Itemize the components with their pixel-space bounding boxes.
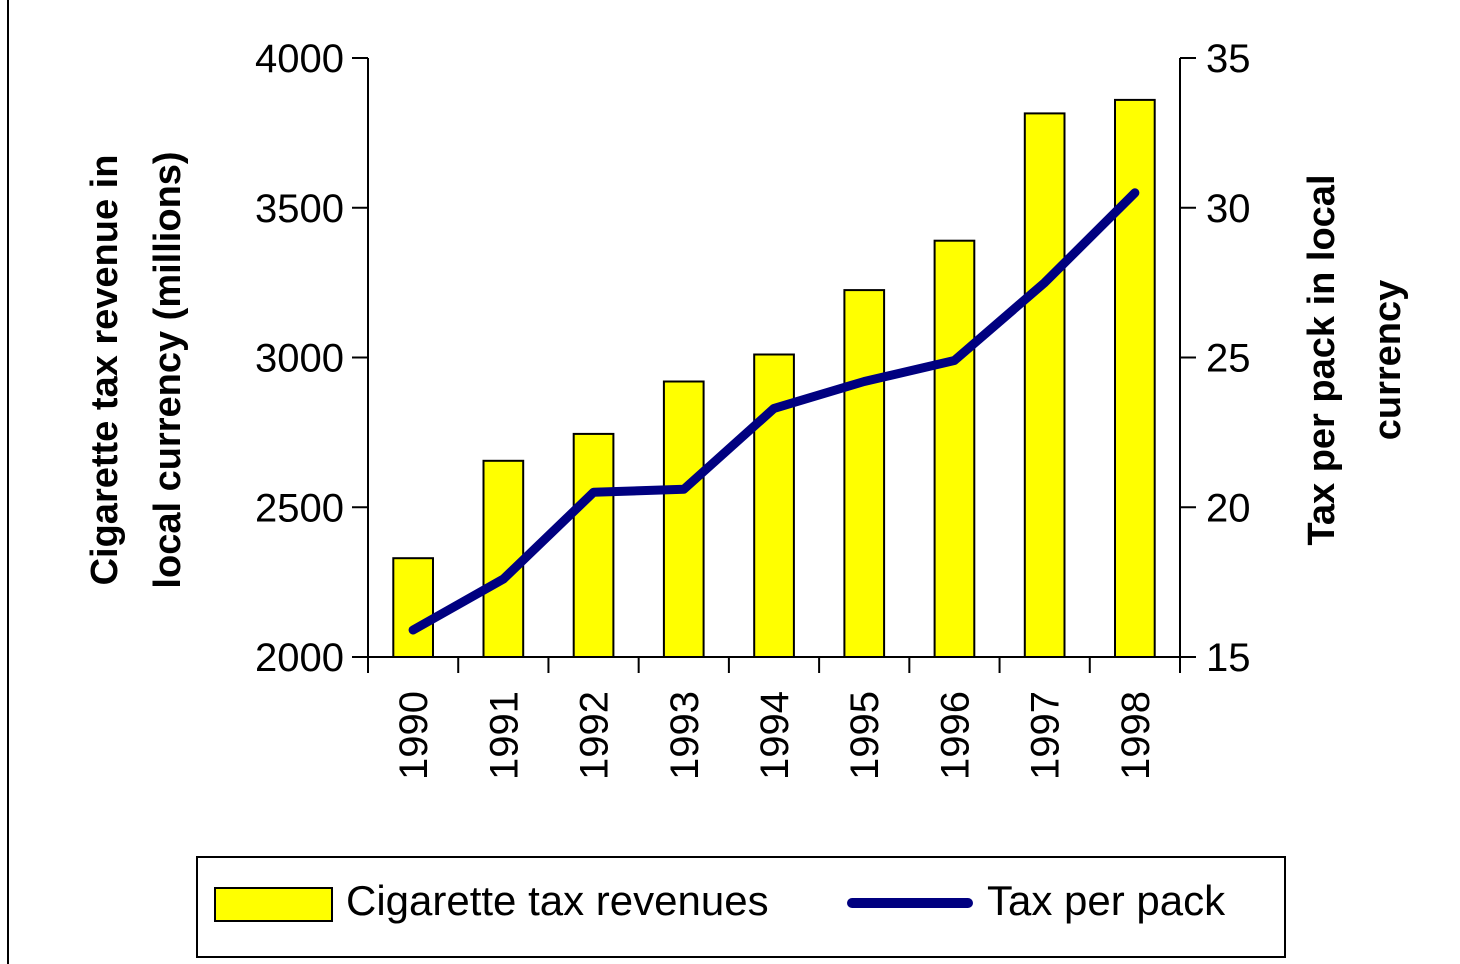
- bar-1996: [933, 239, 976, 658]
- left-axis-title-line-2: local currency (millions): [147, 151, 189, 588]
- legend-box: [196, 856, 1286, 958]
- bar-1998: [1114, 98, 1156, 658]
- right-tick-label: 15: [1206, 636, 1251, 680]
- bar-1992: [572, 432, 615, 658]
- right-axis-title-line-2: currency: [1367, 280, 1409, 441]
- bar-1997: [1023, 112, 1066, 658]
- x-tick-label: 1998: [1114, 691, 1158, 780]
- line-point-1994: [772, 406, 776, 411]
- line-point-1996: [952, 358, 957, 363]
- bar-1995: [843, 289, 886, 658]
- right-tick-label: 20: [1206, 486, 1251, 530]
- line-series: [408, 188, 1140, 635]
- bar-1991: [482, 459, 525, 658]
- left-tick-label: 4000: [255, 37, 344, 81]
- right-tick-labels: 15 20 25 30 35: [1206, 37, 1251, 680]
- bar-series: [392, 98, 1156, 659]
- x-tick-label: 1994: [753, 691, 797, 780]
- right-tick-label: 30: [1206, 187, 1251, 231]
- x-tick-label: 1995: [843, 691, 887, 780]
- right-axis-title: Tax per pack in local currency: [1301, 174, 1409, 545]
- line-point-1992: [591, 490, 596, 495]
- line-point-1997: [1042, 280, 1047, 285]
- bar-1993: [662, 380, 705, 658]
- x-tick-label: 1993: [663, 691, 707, 780]
- x-tick-label: 1996: [933, 691, 977, 780]
- x-tick-label: 1997: [1024, 691, 1068, 780]
- right-axis-title-line-1: Tax per pack in local: [1301, 174, 1343, 545]
- legend-bar-swatch: [214, 887, 333, 922]
- legend: Cigarette tax revenues Tax per pack: [196, 856, 1286, 958]
- left-axis-title: Cigarette tax revenue in local currency …: [84, 151, 189, 588]
- line-point-1991: [501, 577, 506, 582]
- right-tick-label: 35: [1206, 37, 1251, 81]
- line-point-1990: [411, 628, 416, 632]
- left-tick-label: 3500: [255, 187, 344, 231]
- line-point-1995: [862, 379, 867, 384]
- x-tick-label: 1991: [482, 691, 526, 780]
- x-tick-label: 1992: [573, 691, 617, 780]
- left-tick-labels: 2000 2500 3000 3500 4000: [255, 37, 344, 680]
- right-tick-label: 25: [1206, 337, 1251, 381]
- legend-bar-label: Cigarette tax revenues: [346, 877, 769, 924]
- left-tick-label: 2500: [255, 486, 344, 530]
- line-point-1993: [681, 487, 686, 492]
- x-tick-label: 1990: [392, 691, 436, 780]
- line-point-1998: [1132, 190, 1137, 195]
- x-tick-labels: 1990 1991 1992 1993 1994 1995 1996 1997 1998: [392, 691, 1158, 780]
- axes: [352, 57, 1196, 673]
- left-tick-label: 2000: [255, 636, 344, 680]
- left-axis-title-line-1: Cigarette tax revenue in: [84, 155, 126, 586]
- left-tick-label: 3000: [255, 337, 344, 381]
- bar-1990: [392, 557, 434, 659]
- legend-line-label: Tax per pack: [987, 877, 1226, 924]
